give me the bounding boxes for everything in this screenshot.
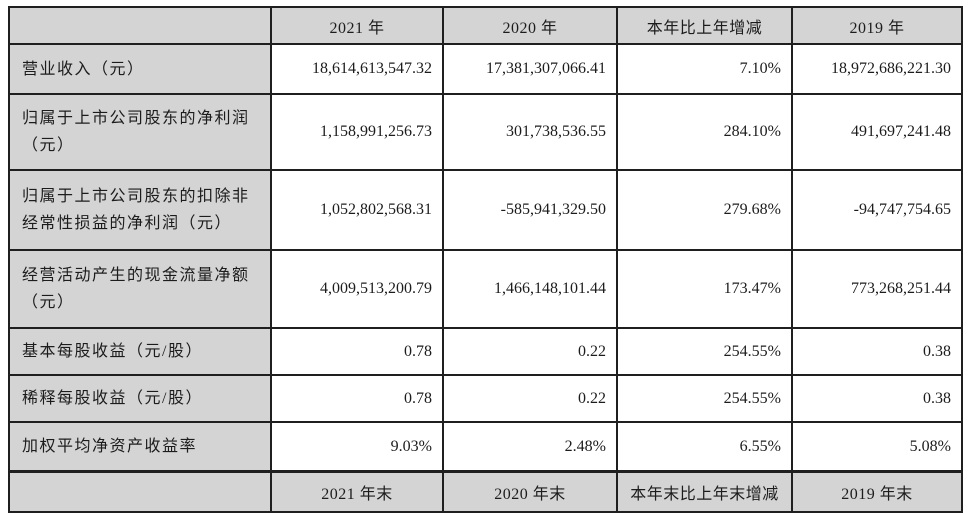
cell-value-2019: -94,747,754.65 bbox=[791, 169, 963, 251]
cell-value-2020: -585,941,329.50 bbox=[442, 169, 618, 251]
cell-value-2020: 2.48% bbox=[442, 421, 618, 473]
table-row-weighted-avg-roe: 加权平均净资产收益率 9.03% 2.48% 6.55% 5.08% bbox=[8, 421, 963, 473]
cell-value-2019: 5.08% bbox=[791, 421, 963, 473]
cell-value-2021: 4,009,513,200.79 bbox=[270, 249, 444, 329]
table-row-operating-cash-flow: 经营活动产生的现金流量净额（元） 4,009,513,200.79 1,466,… bbox=[8, 249, 963, 329]
cell-value-2021: 0.78 bbox=[270, 327, 444, 376]
cell-value-2021: 1,158,991,256.73 bbox=[270, 93, 444, 171]
table-row-net-profit: 归属于上市公司股东的净利润（元） 1,158,991,256.73 301,73… bbox=[8, 93, 963, 171]
cell-value-yoy: 173.47% bbox=[616, 249, 793, 329]
cell-value-2019: 773,268,251.44 bbox=[791, 249, 963, 329]
table-footer-row: 2021 年末 2020 年末 本年末比上年末增减 2019 年末 bbox=[8, 470, 963, 513]
row-label: 营业收入（元） bbox=[8, 43, 272, 95]
cell-value-2020: 301,738,536.55 bbox=[442, 93, 618, 171]
cell-value-yoy: 254.55% bbox=[616, 374, 793, 423]
footer-cell-2020-end: 2020 年末 bbox=[442, 470, 618, 513]
table-row-basic-eps: 基本每股收益（元/股） 0.78 0.22 254.55% 0.38 bbox=[8, 327, 963, 376]
footer-cell-2019-end: 2019 年末 bbox=[791, 470, 963, 513]
row-label: 归属于上市公司股东的扣除非经常性损益的净利润（元） bbox=[8, 169, 272, 251]
cell-value-2021: 0.78 bbox=[270, 374, 444, 423]
cell-value-2020: 0.22 bbox=[442, 374, 618, 423]
cell-value-2019: 491,697,241.48 bbox=[791, 93, 963, 171]
row-label: 经营活动产生的现金流量净额（元） bbox=[8, 249, 272, 329]
cell-value-yoy: 284.10% bbox=[616, 93, 793, 171]
cell-value-2019: 0.38 bbox=[791, 327, 963, 376]
footer-cell-yoy-end-change: 本年末比上年末增减 bbox=[616, 470, 793, 513]
header-cell-2020: 2020 年 bbox=[442, 6, 618, 45]
financial-summary-table: 2021 年 2020 年 本年比上年增减 2019 年 营业收入（元） 18,… bbox=[8, 6, 963, 513]
table-row-net-profit-excl-nonrecurring: 归属于上市公司股东的扣除非经常性损益的净利润（元） 1,052,802,568.… bbox=[8, 169, 963, 251]
cell-value-yoy: 6.55% bbox=[616, 421, 793, 473]
table-row-operating-revenue: 营业收入（元） 18,614,613,547.32 17,381,307,066… bbox=[8, 43, 963, 95]
cell-value-2019: 18,972,686,221.30 bbox=[791, 43, 963, 95]
row-label: 加权平均净资产收益率 bbox=[8, 421, 272, 473]
cell-value-2020: 17,381,307,066.41 bbox=[442, 43, 618, 95]
cell-value-yoy: 7.10% bbox=[616, 43, 793, 95]
cell-value-2020: 1,466,148,101.44 bbox=[442, 249, 618, 329]
header-cell-yoy-change: 本年比上年增减 bbox=[616, 6, 793, 45]
table-row-diluted-eps: 稀释每股收益（元/股） 0.78 0.22 254.55% 0.38 bbox=[8, 374, 963, 423]
table-header-row: 2021 年 2020 年 本年比上年增减 2019 年 bbox=[8, 6, 963, 45]
footer-cell-empty bbox=[8, 470, 272, 513]
row-label: 稀释每股收益（元/股） bbox=[8, 374, 272, 423]
cell-value-2019: 0.38 bbox=[791, 374, 963, 423]
cell-value-2021: 18,614,613,547.32 bbox=[270, 43, 444, 95]
cell-value-yoy: 279.68% bbox=[616, 169, 793, 251]
header-cell-empty bbox=[8, 6, 272, 45]
row-label: 基本每股收益（元/股） bbox=[8, 327, 272, 376]
cell-value-2021: 1,052,802,568.31 bbox=[270, 169, 444, 251]
header-cell-2019: 2019 年 bbox=[791, 6, 963, 45]
cell-value-2021: 9.03% bbox=[270, 421, 444, 473]
cell-value-2020: 0.22 bbox=[442, 327, 618, 376]
cell-value-yoy: 254.55% bbox=[616, 327, 793, 376]
header-cell-2021: 2021 年 bbox=[270, 6, 444, 45]
row-label: 归属于上市公司股东的净利润（元） bbox=[8, 93, 272, 171]
footer-cell-2021-end: 2021 年末 bbox=[270, 470, 444, 513]
